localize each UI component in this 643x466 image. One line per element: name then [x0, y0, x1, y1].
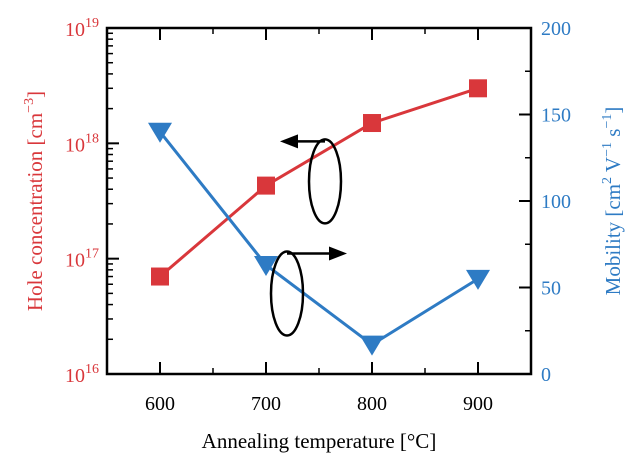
markers — [148, 79, 490, 356]
right-tick-label-1: 50 — [541, 278, 561, 300]
x-tick-label-3: 900 — [463, 393, 493, 415]
series-1-point-0 — [148, 122, 172, 143]
annotation-ellipse-0 — [307, 138, 343, 225]
x-tick-label-1: 700 — [251, 393, 281, 415]
axes — [105, 26, 533, 376]
right-tick-label-3: 150 — [541, 105, 571, 127]
series-0-point-3 — [469, 79, 487, 98]
right-tick-label-0: 0 — [541, 364, 551, 386]
labels: 1016 1017 1018 1019 0 50 100 150 200 600 700 800 900… — [22, 16, 625, 453]
series-1-point-2 — [360, 335, 384, 356]
series-1-point-3 — [466, 269, 490, 290]
annotation-ellipse-1 — [269, 250, 305, 337]
annotation-arrow-head-1 — [329, 246, 347, 261]
annotations — [269, 134, 347, 337]
right-tick-label-4: 200 — [541, 18, 571, 40]
series-0-line — [159, 86, 479, 278]
series-0-point-0 — [151, 267, 169, 286]
x-axis-title: Annealing temperature [°C] — [202, 429, 437, 453]
right-axis-title: Mobility [cm2 V−1 s−1] — [600, 107, 625, 296]
series-1-line — [158, 130, 479, 347]
left-tick-label-0: 1016 — [65, 362, 99, 387]
annotation-arrow-head-0 — [280, 134, 298, 149]
x-tick-label-0: 600 — [145, 393, 175, 415]
ticks — [106, 27, 532, 375]
left-tick-label-1: 1017 — [65, 247, 99, 272]
series-1-point-1 — [254, 256, 278, 277]
left-axis-title: Hole concentration [cm−3] — [22, 91, 47, 311]
left-tick-label-3: 1019 — [65, 16, 99, 41]
series-0-point-1 — [257, 176, 275, 195]
left-tick-label-2: 1018 — [65, 131, 99, 156]
plot-frame — [105, 26, 533, 376]
series-lines — [158, 86, 479, 347]
right-tick-label-2: 100 — [541, 191, 571, 213]
x-tick-label-2: 800 — [357, 393, 387, 415]
series-0-point-2 — [363, 114, 381, 133]
